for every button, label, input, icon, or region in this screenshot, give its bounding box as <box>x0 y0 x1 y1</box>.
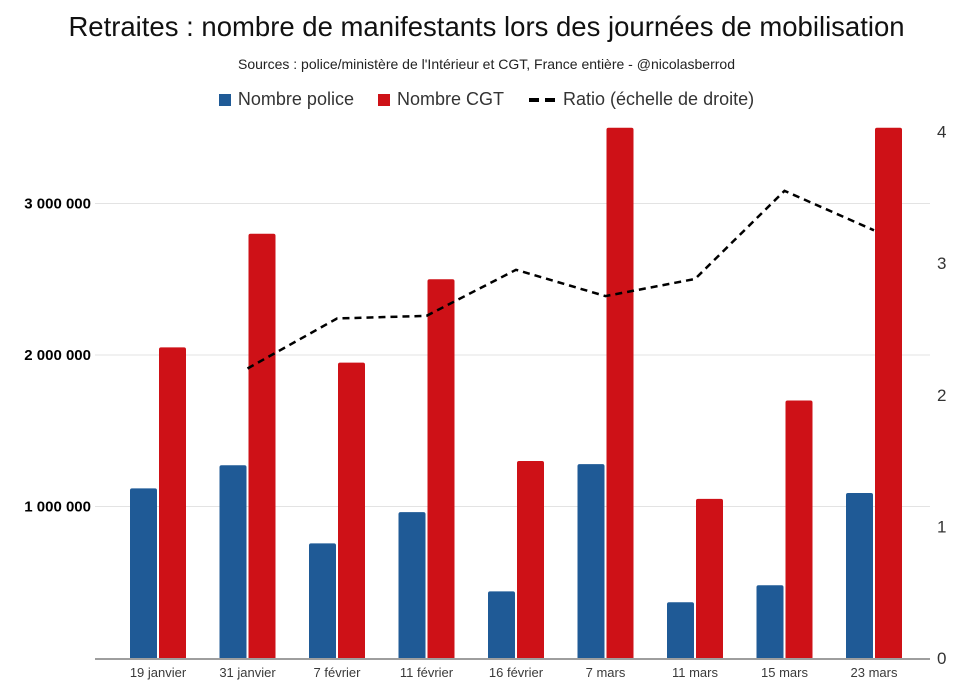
legend-item-cgt: Nombre CGT <box>377 89 504 110</box>
cgt-bar <box>606 127 634 658</box>
right-axis-tick-label: 1 <box>937 517 946 536</box>
x-axis-label: 7 février <box>314 665 362 680</box>
police-bar <box>309 543 336 658</box>
police-bar <box>398 512 426 658</box>
police-bar <box>577 464 605 658</box>
ratio-dash-icon <box>528 97 555 102</box>
police-bar <box>667 602 694 658</box>
left-axis-tick-label: 2 000 000 <box>24 347 91 364</box>
cgt-bar <box>785 400 813 658</box>
cgt-bar <box>159 347 186 658</box>
x-axis-label: 31 janvier <box>219 665 276 680</box>
cgt-bar <box>248 233 276 659</box>
ratio-line <box>246 189 875 370</box>
legend-label-cgt: Nombre CGT <box>396 89 504 109</box>
police-bar <box>130 488 157 658</box>
legend-label-police: Nombre police <box>237 89 354 109</box>
x-axis-label: 15 mars <box>761 665 808 680</box>
legend: Nombre police Nombre CGT Ratio (échelle … <box>0 89 973 110</box>
x-axis-label: 11 février <box>400 665 454 680</box>
cgt-swatch-icon <box>377 93 390 106</box>
cgt-bar <box>517 461 544 658</box>
cgt-bar <box>696 498 723 658</box>
chart-title: Retraites : nombre de manifestants lors … <box>68 11 905 42</box>
x-axis-label: 16 février <box>489 665 544 680</box>
right-axis-tick-label: 4 <box>937 123 946 142</box>
legend-item-police: Nombre police <box>218 89 354 110</box>
cgt-bar <box>875 127 902 658</box>
police-bar <box>756 585 784 658</box>
legend-item-ratio: Ratio (échelle de droite) <box>528 89 754 110</box>
left-axis-tick-label: 1 000 000 <box>24 499 91 516</box>
x-axis-label: 7 mars <box>586 665 626 680</box>
cgt-bar <box>338 362 365 658</box>
right-axis-tick-label: 0 <box>937 649 946 668</box>
police-bar <box>219 465 247 658</box>
police-bar <box>488 591 515 658</box>
legend-label-ratio: Ratio (échelle de droite) <box>562 89 755 109</box>
police-swatch-icon <box>218 93 231 106</box>
police-bar <box>846 493 873 658</box>
right-axis-tick-label: 2 <box>937 386 946 405</box>
chart-subtitle: Sources : police/ministère de l'Intérieu… <box>238 56 735 72</box>
x-axis-label: 11 mars <box>672 665 718 680</box>
x-axis-label: 23 mars <box>851 665 898 680</box>
cgt-bar <box>427 279 455 658</box>
x-axis-label: 19 janvier <box>130 665 187 680</box>
right-axis-tick-label: 3 <box>937 254 946 273</box>
left-axis-tick-label: 3 000 000 <box>24 196 91 213</box>
